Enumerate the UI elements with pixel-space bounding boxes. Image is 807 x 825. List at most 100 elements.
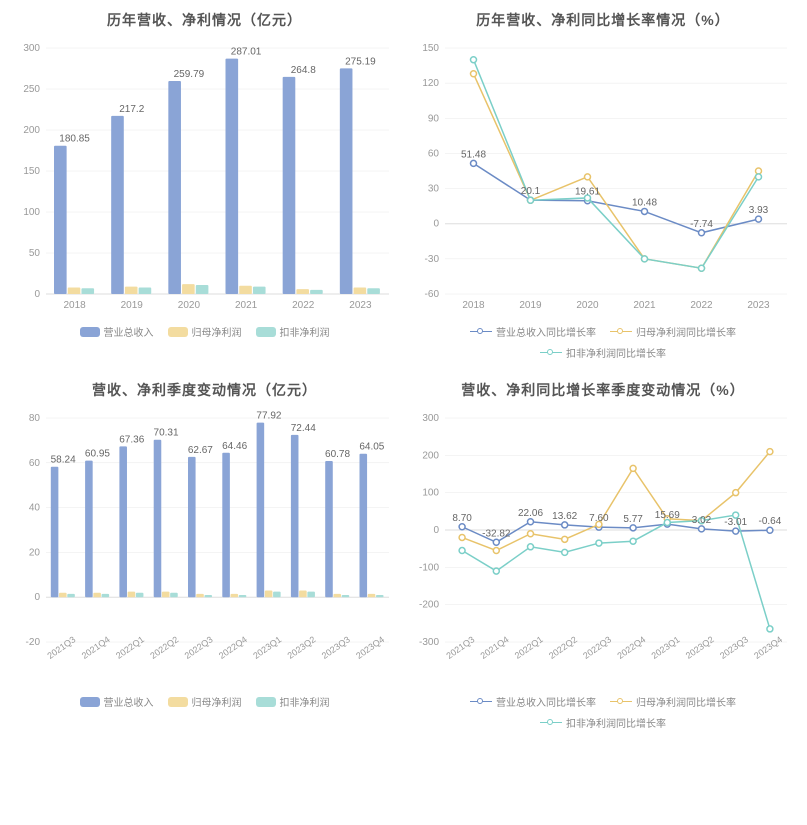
legend-item: 归母净利润 bbox=[168, 694, 242, 709]
svg-text:2021Q4: 2021Q4 bbox=[80, 634, 112, 661]
legend-label: 归母净利润同比增长率 bbox=[636, 694, 736, 709]
chart-plot: -300 -200 -100 0 100 200 300 2021Q32021Q42022Q1… bbox=[409, 408, 797, 688]
legend-label: 扣非净利润 bbox=[280, 324, 330, 339]
legend-swatch bbox=[256, 327, 276, 337]
svg-text:2023Q3: 2023Q3 bbox=[718, 634, 750, 661]
svg-text:20.1: 20.1 bbox=[521, 186, 541, 197]
svg-text:-200: -200 bbox=[419, 600, 439, 611]
svg-text:30: 30 bbox=[428, 184, 440, 195]
chart-title: 历年营收、净利同比增长率情况（%） bbox=[409, 10, 797, 30]
svg-text:2023Q3: 2023Q3 bbox=[320, 634, 352, 661]
chart-legend: 营业总收入同比增长率 归母净利润同比增长率扣非净利润同比增长率 bbox=[409, 694, 797, 730]
chart-title: 营收、净利同比增长率季度变动情况（%） bbox=[409, 380, 797, 400]
svg-text:64.05: 64.05 bbox=[359, 442, 384, 453]
svg-text:2021Q3: 2021Q3 bbox=[45, 634, 77, 661]
legend-item: 营业总收入 bbox=[80, 324, 154, 339]
svg-text:3.93: 3.93 bbox=[749, 205, 769, 216]
svg-text:62.67: 62.67 bbox=[188, 445, 213, 456]
svg-text:2022Q2: 2022Q2 bbox=[148, 634, 180, 661]
legend-label: 归母净利润 bbox=[192, 694, 242, 709]
svg-text:0: 0 bbox=[433, 525, 439, 536]
legend-line-icon bbox=[610, 331, 632, 332]
svg-text:100: 100 bbox=[422, 488, 439, 499]
svg-text:70.31: 70.31 bbox=[154, 428, 179, 439]
legend-item: 扣非净利润同比增长率 bbox=[540, 715, 666, 730]
svg-text:2023Q4: 2023Q4 bbox=[354, 634, 386, 661]
legend-item: 归母净利润同比增长率 bbox=[610, 324, 736, 339]
legend-label: 营业总收入 bbox=[104, 324, 154, 339]
legend-swatch bbox=[80, 327, 100, 337]
svg-text:3.02: 3.02 bbox=[692, 515, 712, 526]
chart-panel-quarterly-revenue: 营收、净利季度变动情况（亿元） -200204060802021Q32021Q4… bbox=[10, 380, 399, 730]
svg-text:100: 100 bbox=[23, 207, 40, 218]
svg-text:-32.82: -32.82 bbox=[482, 528, 511, 539]
svg-text:51.48: 51.48 bbox=[461, 149, 486, 160]
legend-label: 归母净利润 bbox=[192, 324, 242, 339]
legend-line-icon bbox=[610, 701, 632, 702]
chart-plot: 0501001502002503002018201920202021202220… bbox=[10, 38, 399, 318]
svg-text:-30: -30 bbox=[425, 254, 440, 265]
legend-item: 归母净利润同比增长率 bbox=[610, 694, 736, 709]
legend-swatch bbox=[168, 327, 188, 337]
svg-text:22.06: 22.06 bbox=[518, 508, 543, 519]
svg-text:60.95: 60.95 bbox=[85, 449, 110, 460]
chart-panel-quarterly-growth: 营收、净利同比增长率季度变动情况（%） -300 -200 -100 0 100 200 3… bbox=[409, 380, 797, 730]
legend-swatch bbox=[256, 697, 276, 707]
svg-text:72.44: 72.44 bbox=[291, 423, 316, 434]
svg-text:0: 0 bbox=[34, 289, 40, 300]
svg-text:264.8: 264.8 bbox=[291, 65, 316, 76]
svg-text:60: 60 bbox=[428, 148, 440, 159]
legend-line-icon bbox=[540, 722, 562, 723]
svg-text:60: 60 bbox=[29, 458, 41, 469]
svg-text:120: 120 bbox=[422, 78, 439, 89]
svg-text:2023: 2023 bbox=[747, 300, 770, 311]
legend-swatch bbox=[168, 697, 188, 707]
svg-text:2021: 2021 bbox=[235, 300, 258, 311]
svg-text:-300: -300 bbox=[419, 637, 439, 648]
svg-text:77.92: 77.92 bbox=[256, 411, 281, 422]
svg-text:15.69: 15.69 bbox=[655, 510, 680, 521]
svg-text:60.78: 60.78 bbox=[325, 449, 350, 460]
chart-legend: 营业总收入归母净利润扣非净利润 bbox=[10, 694, 399, 709]
svg-text:58.24: 58.24 bbox=[51, 455, 76, 466]
legend-item: 扣非净利润同比增长率 bbox=[540, 345, 666, 360]
svg-text:2022Q1: 2022Q1 bbox=[513, 634, 545, 661]
svg-text:2018: 2018 bbox=[462, 300, 485, 311]
legend-item: 营业总收入 bbox=[80, 694, 154, 709]
svg-text:2023: 2023 bbox=[349, 300, 372, 311]
svg-text:217.2: 217.2 bbox=[119, 104, 144, 115]
chart-grid: 历年营收、净利情况（亿元） 05010015020025030020182019… bbox=[10, 10, 797, 730]
svg-text:19.61: 19.61 bbox=[575, 187, 600, 198]
legend-label: 营业总收入同比增长率 bbox=[496, 694, 596, 709]
legend-label: 扣非净利润同比增长率 bbox=[566, 345, 666, 360]
svg-text:2019: 2019 bbox=[519, 300, 542, 311]
svg-text:300: 300 bbox=[422, 413, 439, 424]
svg-text:80: 80 bbox=[29, 413, 41, 424]
svg-text:2018: 2018 bbox=[63, 300, 86, 311]
svg-text:10.48: 10.48 bbox=[632, 197, 657, 208]
svg-text:-20: -20 bbox=[26, 637, 41, 648]
svg-text:-0.64: -0.64 bbox=[759, 516, 782, 527]
svg-text:200: 200 bbox=[422, 450, 439, 461]
chart-title: 营收、净利季度变动情况（亿元） bbox=[10, 380, 399, 400]
svg-text:250: 250 bbox=[23, 84, 40, 95]
svg-text:2020: 2020 bbox=[178, 300, 201, 311]
svg-text:90: 90 bbox=[428, 113, 440, 124]
svg-text:2022: 2022 bbox=[292, 300, 315, 311]
svg-text:2021Q4: 2021Q4 bbox=[479, 634, 511, 661]
svg-text:287.01: 287.01 bbox=[231, 47, 262, 58]
svg-text:150: 150 bbox=[23, 166, 40, 177]
svg-text:2021Q3: 2021Q3 bbox=[444, 634, 476, 661]
svg-text:-100: -100 bbox=[419, 562, 439, 573]
svg-text:0: 0 bbox=[433, 219, 439, 230]
svg-text:40: 40 bbox=[29, 503, 41, 514]
svg-text:2022Q3: 2022Q3 bbox=[581, 634, 613, 661]
legend-item: 扣非净利润 bbox=[256, 324, 330, 339]
svg-text:8.70: 8.70 bbox=[452, 513, 472, 524]
svg-text:-7.74: -7.74 bbox=[690, 219, 713, 230]
svg-text:2022Q1: 2022Q1 bbox=[114, 634, 146, 661]
chart-panel-annual-revenue: 历年营收、净利情况（亿元） 05010015020025030020182019… bbox=[10, 10, 399, 360]
chart-plot: -200204060802021Q32021Q42022Q12022Q22022… bbox=[10, 408, 399, 688]
svg-text:-60: -60 bbox=[425, 289, 440, 300]
svg-text:2022: 2022 bbox=[690, 300, 713, 311]
